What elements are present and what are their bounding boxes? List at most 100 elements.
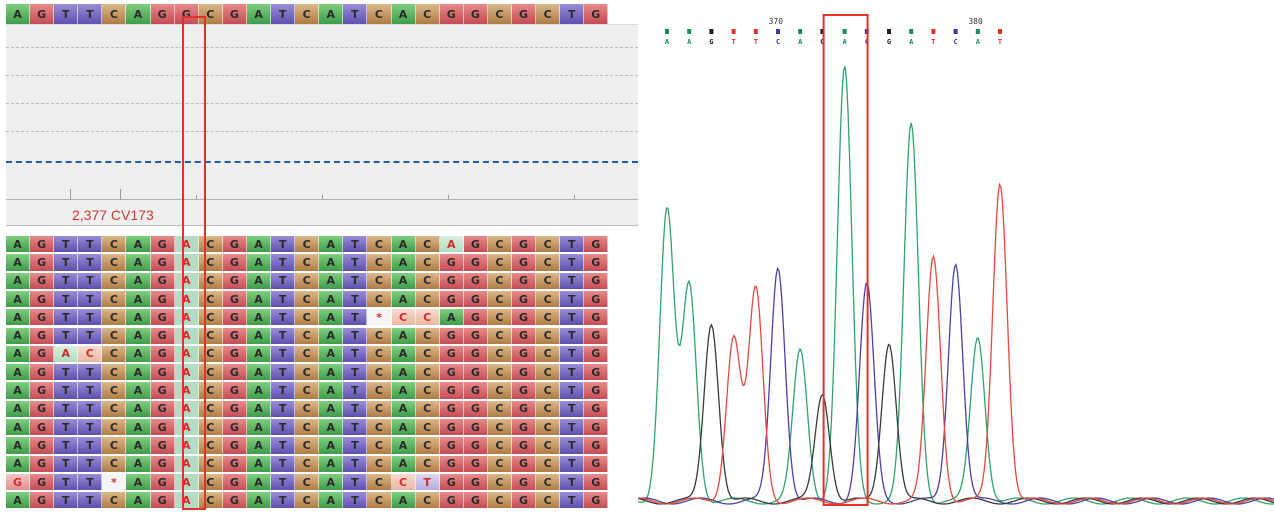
read-base: C: [102, 400, 127, 417]
consensus-base: G: [584, 4, 609, 24]
read-base: T: [560, 492, 585, 509]
read-base: A: [174, 254, 199, 271]
read-base: A: [174, 473, 199, 491]
read-base: C: [295, 254, 320, 271]
read-base: T: [78, 254, 103, 271]
read-base: A: [174, 437, 199, 454]
read-base: G: [150, 400, 175, 417]
read-base: T: [343, 382, 368, 399]
consensus-base: A: [126, 4, 151, 24]
trace-C: [638, 262, 1274, 505]
read-base: A: [439, 309, 464, 326]
read-base: A: [6, 327, 31, 344]
read-base: C: [487, 492, 512, 509]
read-base: G: [439, 345, 464, 363]
read-base: C: [102, 327, 127, 344]
read-base: A: [246, 327, 272, 344]
read-base: G: [511, 473, 537, 491]
base-call-marker: [798, 29, 803, 34]
base-call-marker: [909, 29, 914, 34]
read-base: G: [222, 492, 247, 509]
read-base: G: [511, 236, 537, 253]
read-base: C: [102, 382, 127, 399]
read-base: C: [487, 382, 512, 399]
base-call-marker: [975, 29, 980, 34]
read-base: G: [439, 400, 464, 417]
read-base: T: [343, 473, 368, 491]
read-base: G: [511, 382, 537, 399]
read-base: G: [439, 492, 464, 509]
read-base: A: [391, 437, 416, 454]
read-base: C: [367, 327, 392, 344]
read-base: G: [30, 236, 55, 253]
base-call-letter: G: [820, 38, 824, 46]
read-row: A G T T C A G A C G A T C A T * C C A G C G C T G: [6, 309, 609, 326]
read-base: C: [415, 437, 440, 454]
read-base: T: [343, 364, 368, 381]
base-call-marker: [820, 29, 825, 34]
read-base: C: [415, 364, 440, 381]
read-base: G: [463, 254, 488, 271]
read-base: G: [222, 290, 247, 308]
read-base: G: [463, 419, 488, 436]
read-base: G: [30, 473, 55, 491]
read-base: A: [174, 309, 199, 326]
read-base: T: [343, 345, 368, 363]
read-base: G: [150, 364, 175, 381]
read-base: G: [463, 437, 488, 454]
read-base: G: [222, 437, 247, 454]
read-base: G: [584, 254, 609, 271]
read-base: C: [367, 290, 392, 308]
read-base: T: [78, 437, 103, 454]
read-base: C: [487, 473, 512, 491]
read-base: C: [415, 236, 440, 253]
read-base: C: [295, 419, 320, 436]
read-base: C: [78, 345, 103, 363]
position-number: 380: [968, 17, 983, 26]
read-base: G: [150, 309, 175, 326]
read-base: G: [463, 455, 488, 472]
base-call-marker: [753, 29, 758, 34]
read-base: G: [439, 272, 464, 289]
base-call-letter: C: [953, 38, 957, 46]
read-base: G: [30, 327, 55, 344]
read-base: T: [54, 473, 79, 491]
read-base: A: [391, 254, 416, 271]
read-base: T: [343, 437, 368, 454]
read-base: A: [6, 254, 31, 271]
read-base: T: [271, 272, 296, 289]
read-base: A: [246, 236, 272, 253]
base-call-letter: T: [931, 38, 935, 46]
read-base: G: [463, 473, 488, 491]
chromatogram-viewer: 370 380 A A G T T C A G A C G A T C A T: [638, 0, 1274, 513]
read-base: T: [54, 419, 79, 436]
read-base: A: [391, 327, 416, 344]
read-base: A: [174, 492, 199, 509]
ruler-tick: [322, 195, 323, 199]
read-base: G: [511, 309, 537, 326]
read-base: T: [78, 492, 103, 509]
read-base: C: [295, 345, 320, 363]
read-base: C: [487, 254, 512, 271]
read-base: G: [511, 400, 537, 417]
trace-G: [638, 323, 1274, 505]
consensus-base: G: [174, 4, 199, 24]
read-base: G: [150, 254, 175, 271]
read-base: A: [391, 345, 416, 363]
read-base: A: [319, 345, 344, 363]
read-base: A: [246, 364, 272, 381]
read-base: C: [487, 455, 512, 472]
base-call-letter: T: [754, 38, 758, 46]
read-base: C: [487, 400, 512, 417]
read-base: A: [126, 236, 151, 253]
read-base: A: [174, 400, 199, 417]
base-call-marker: [998, 29, 1002, 34]
read-base: T: [271, 382, 296, 399]
read-base: T: [343, 254, 368, 271]
consensus-base: A: [319, 4, 344, 24]
consensus-base: T: [54, 4, 79, 24]
read-base: G: [150, 272, 175, 289]
read-base: T: [560, 309, 585, 326]
read-base: A: [126, 437, 151, 454]
